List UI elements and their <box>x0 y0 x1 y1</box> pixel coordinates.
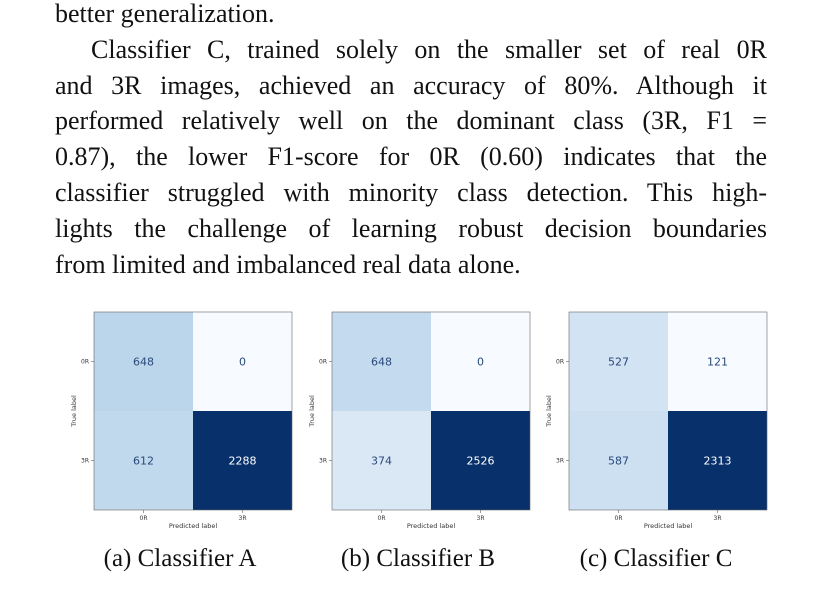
cell-value-label: 648 <box>133 356 154 369</box>
x-tick-label: 3R <box>477 515 485 522</box>
cell-value-label: 121 <box>707 356 728 369</box>
text-line: performed relatively well on the dominan… <box>55 106 767 136</box>
matrix-cell <box>431 411 530 510</box>
x-tick-label: 3R <box>239 515 247 522</box>
text-line: better generalization. <box>55 0 275 28</box>
cell-value-label: 0 <box>477 356 484 369</box>
confusion-matrix-figure: 648 0 374 2526 0R 3R 0R 3R Predicted label True l… <box>300 311 531 539</box>
y-axis-label: True label <box>308 395 316 428</box>
confusion-matrix-figure: 648 0 612 2288 0R 3R 0R 3R Predicted label True l… <box>62 311 293 539</box>
cell-value-label: 587 <box>608 455 629 468</box>
matrix-cell <box>431 312 530 411</box>
figure-caption: (c) Classifier C <box>579 545 733 572</box>
text-line: lights the challenge of learning robust … <box>55 213 767 243</box>
text-line: and 3R images, achieved an accuracy of 8… <box>55 70 767 100</box>
text-line: 0.87), the lower F1-score for 0R (0.60) … <box>55 142 767 172</box>
x-tick-label: 0R <box>140 515 148 522</box>
y-tick-label: 0R <box>81 359 89 366</box>
matrix-cell <box>193 312 292 411</box>
cell-value-label: 648 <box>371 356 392 369</box>
confusion-matrix-svg: 527 121 587 2313 0R 3R 0R 3R Predicted label True… <box>545 311 768 530</box>
text-line: from limited and imbalanced real data al… <box>55 249 521 279</box>
y-axis-label: True label <box>70 395 78 428</box>
cell-value-label: 2313 <box>704 455 732 468</box>
y-tick-label: 3R <box>556 458 564 465</box>
x-axis-label: Predicted label <box>169 522 217 530</box>
y-tick-label: 0R <box>319 359 327 366</box>
matrix-cell <box>569 312 668 411</box>
cell-value-label: 0 <box>239 356 246 369</box>
confusion-matrix-svg: 648 0 612 2288 0R 3R 0R 3R Predicted label True l… <box>70 311 293 530</box>
matrix-cell <box>668 312 767 411</box>
matrix-cell <box>94 312 193 411</box>
matrix-cell <box>569 411 668 510</box>
cell-value-label: 612 <box>133 455 154 468</box>
y-axis-label: True label <box>545 395 553 428</box>
matrix-frame <box>93 311 293 511</box>
x-axis-label: Predicted label <box>407 522 455 530</box>
matrix-cell <box>332 312 431 411</box>
text-line: classifier struggled with minority class… <box>55 177 767 207</box>
x-axis-label: Predicted label <box>644 522 692 530</box>
matrix-cell <box>193 411 292 510</box>
matrix-frame <box>568 311 768 511</box>
x-tick-label: 3R <box>714 515 722 522</box>
body-paragraph: better generalization. Classifier C, tra… <box>55 0 767 282</box>
figure-caption: (a) Classifier A <box>103 545 257 572</box>
cell-value-label: 2526 <box>467 455 495 468</box>
y-tick-label: 0R <box>556 359 564 366</box>
confusion-matrix-figure: 527 121 587 2313 0R 3R 0R 3R Predicted label True… <box>537 311 768 539</box>
matrix-cell <box>94 411 193 510</box>
x-tick-label: 0R <box>378 515 386 522</box>
figure-caption: (b) Classifier B <box>340 545 496 572</box>
text-line: Classifier C, trained solely on the smal… <box>91 34 767 64</box>
matrix-cell <box>668 411 767 510</box>
matrix-frame <box>331 311 531 511</box>
x-tick-label: 0R <box>615 515 623 522</box>
matrix-cell <box>332 411 431 510</box>
confusion-matrix-svg: 648 0 374 2526 0R 3R 0R 3R Predicted label True l… <box>308 311 531 530</box>
cell-value-label: 374 <box>371 455 392 468</box>
y-tick-label: 3R <box>319 458 327 465</box>
cell-value-label: 2288 <box>229 455 257 468</box>
y-tick-label: 3R <box>81 458 89 465</box>
cell-value-label: 527 <box>608 356 629 369</box>
